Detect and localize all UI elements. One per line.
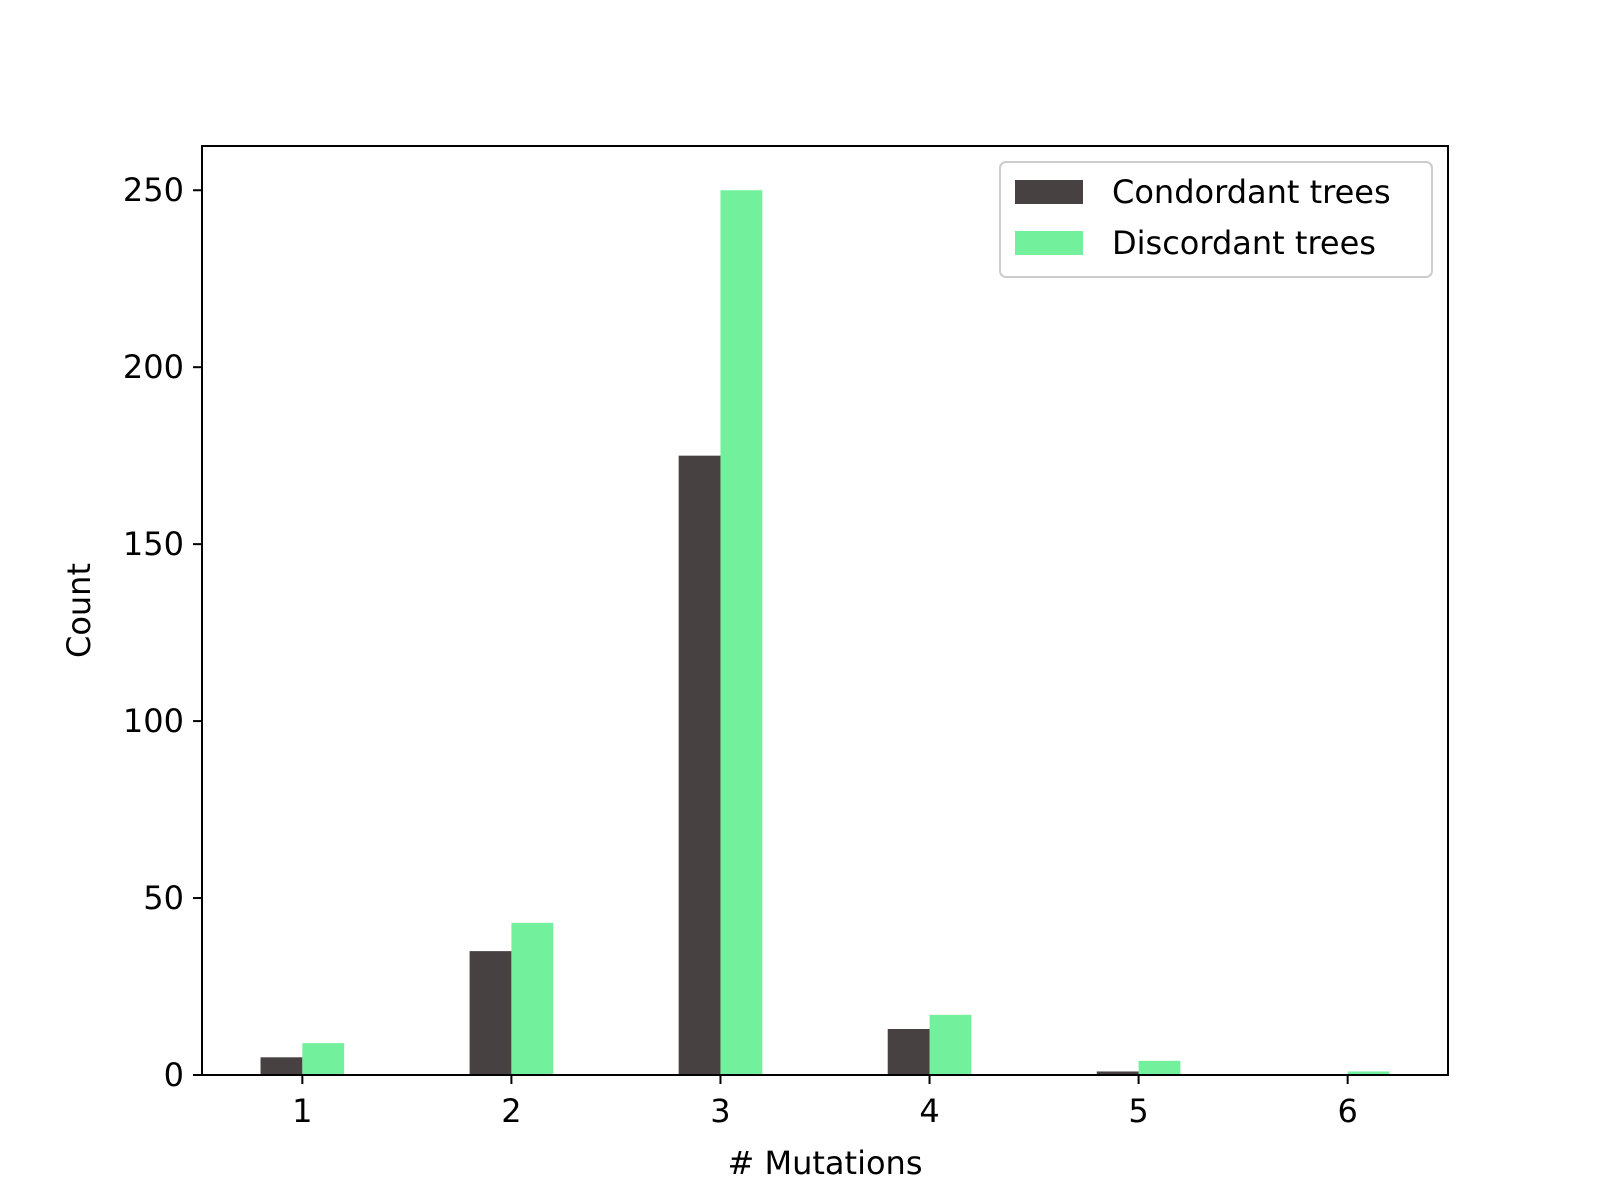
bar-discordant-2 [511, 922, 554, 1075]
bar-condordant-5 [1096, 1071, 1139, 1075]
x-tick-label: 5 [1128, 1092, 1148, 1130]
x-tick-label: 3 [710, 1092, 730, 1130]
y-axis-ticks: 0 50 100 150 200 250 [123, 171, 202, 1094]
bar-discordant-5 [1138, 1060, 1181, 1075]
bar-condordant-4 [887, 1028, 930, 1075]
legend-swatch-condordant [1015, 180, 1083, 204]
y-tick-label: 250 [123, 171, 184, 209]
y-tick-label: 100 [123, 702, 184, 740]
y-tick-label: 150 [123, 525, 184, 563]
y-axis-label: Count [60, 563, 98, 658]
x-axis-ticks: 1 2 3 4 5 6 [292, 1075, 1358, 1130]
y-tick-label: 50 [143, 879, 184, 917]
y-tick-label: 200 [123, 348, 184, 386]
bar-condordant-1 [260, 1057, 303, 1075]
y-tick-label: 0 [164, 1056, 184, 1094]
bar-condordant-3 [678, 455, 721, 1076]
bar-discordant-4 [929, 1014, 972, 1075]
legend-swatch-discordant [1015, 231, 1083, 255]
legend-label-discordant: Discordant trees [1112, 224, 1376, 262]
legend-box [999, 161, 1433, 278]
x-tick-label: 1 [292, 1092, 312, 1130]
legend-label-condordant: Condordant trees [1112, 173, 1391, 211]
bar-discordant-1 [302, 1043, 345, 1075]
x-tick-label: 4 [919, 1092, 939, 1130]
plot-frame [201, 145, 1449, 1076]
x-axis-label: # Mutations [728, 1144, 923, 1182]
x-tick-label: 6 [1337, 1092, 1357, 1130]
x-tick-label: 2 [501, 1092, 521, 1130]
bar-condordant-2 [469, 951, 512, 1075]
bar-discordant-3 [720, 190, 763, 1075]
bar-discordant-6 [1347, 1071, 1390, 1075]
legend: Condordant trees Discordant trees [999, 161, 1433, 278]
bars-layer [260, 190, 1390, 1076]
